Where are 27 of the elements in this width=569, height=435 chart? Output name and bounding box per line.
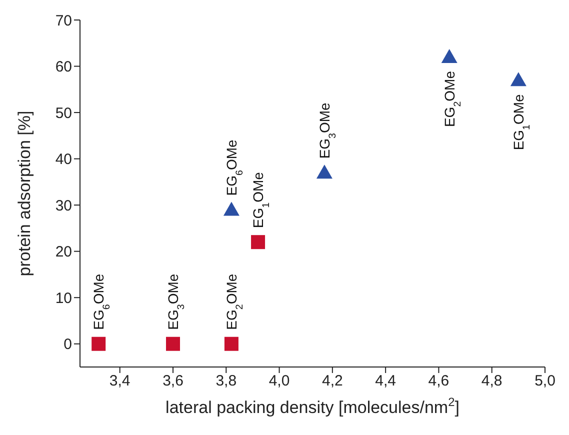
y-tick-label: 70 <box>55 12 72 30</box>
point <box>224 336 238 351</box>
x-tick-label: 3,6 <box>162 372 184 390</box>
x-axis-title: lateral packing density [molecules/nm$^{2}$] <box>166 395 460 417</box>
x-tick-label: 4,6 <box>428 372 450 390</box>
x-tick-label: 4,0 <box>268 372 290 390</box>
point <box>251 235 266 250</box>
y-tick-label: 20 <box>55 244 72 261</box>
x-tick-label: 3,4 <box>109 372 130 390</box>
y-tick-label: 60 <box>55 58 72 76</box>
x-tick-label: 4,4 <box>375 372 396 390</box>
y-tick-label: 0 <box>64 336 72 354</box>
y-tick-label: 40 <box>55 151 72 168</box>
point <box>316 164 332 179</box>
x-tick-label: 4,8 <box>481 372 502 390</box>
x-tick-label: 4,2 <box>322 372 343 390</box>
y-tick-label: 30 <box>55 197 72 214</box>
y-axis-title: protein adsorption [%] <box>15 110 34 276</box>
x-tick-label: 3,8 <box>216 372 237 390</box>
point <box>223 202 240 216</box>
y-tick-label: 10 <box>55 290 72 307</box>
x-tick-label: 5,0 <box>534 372 556 390</box>
point <box>92 336 106 351</box>
point <box>441 49 458 64</box>
point <box>166 336 180 351</box>
point <box>510 72 526 86</box>
y-tick-label: 50 <box>55 104 72 122</box>
